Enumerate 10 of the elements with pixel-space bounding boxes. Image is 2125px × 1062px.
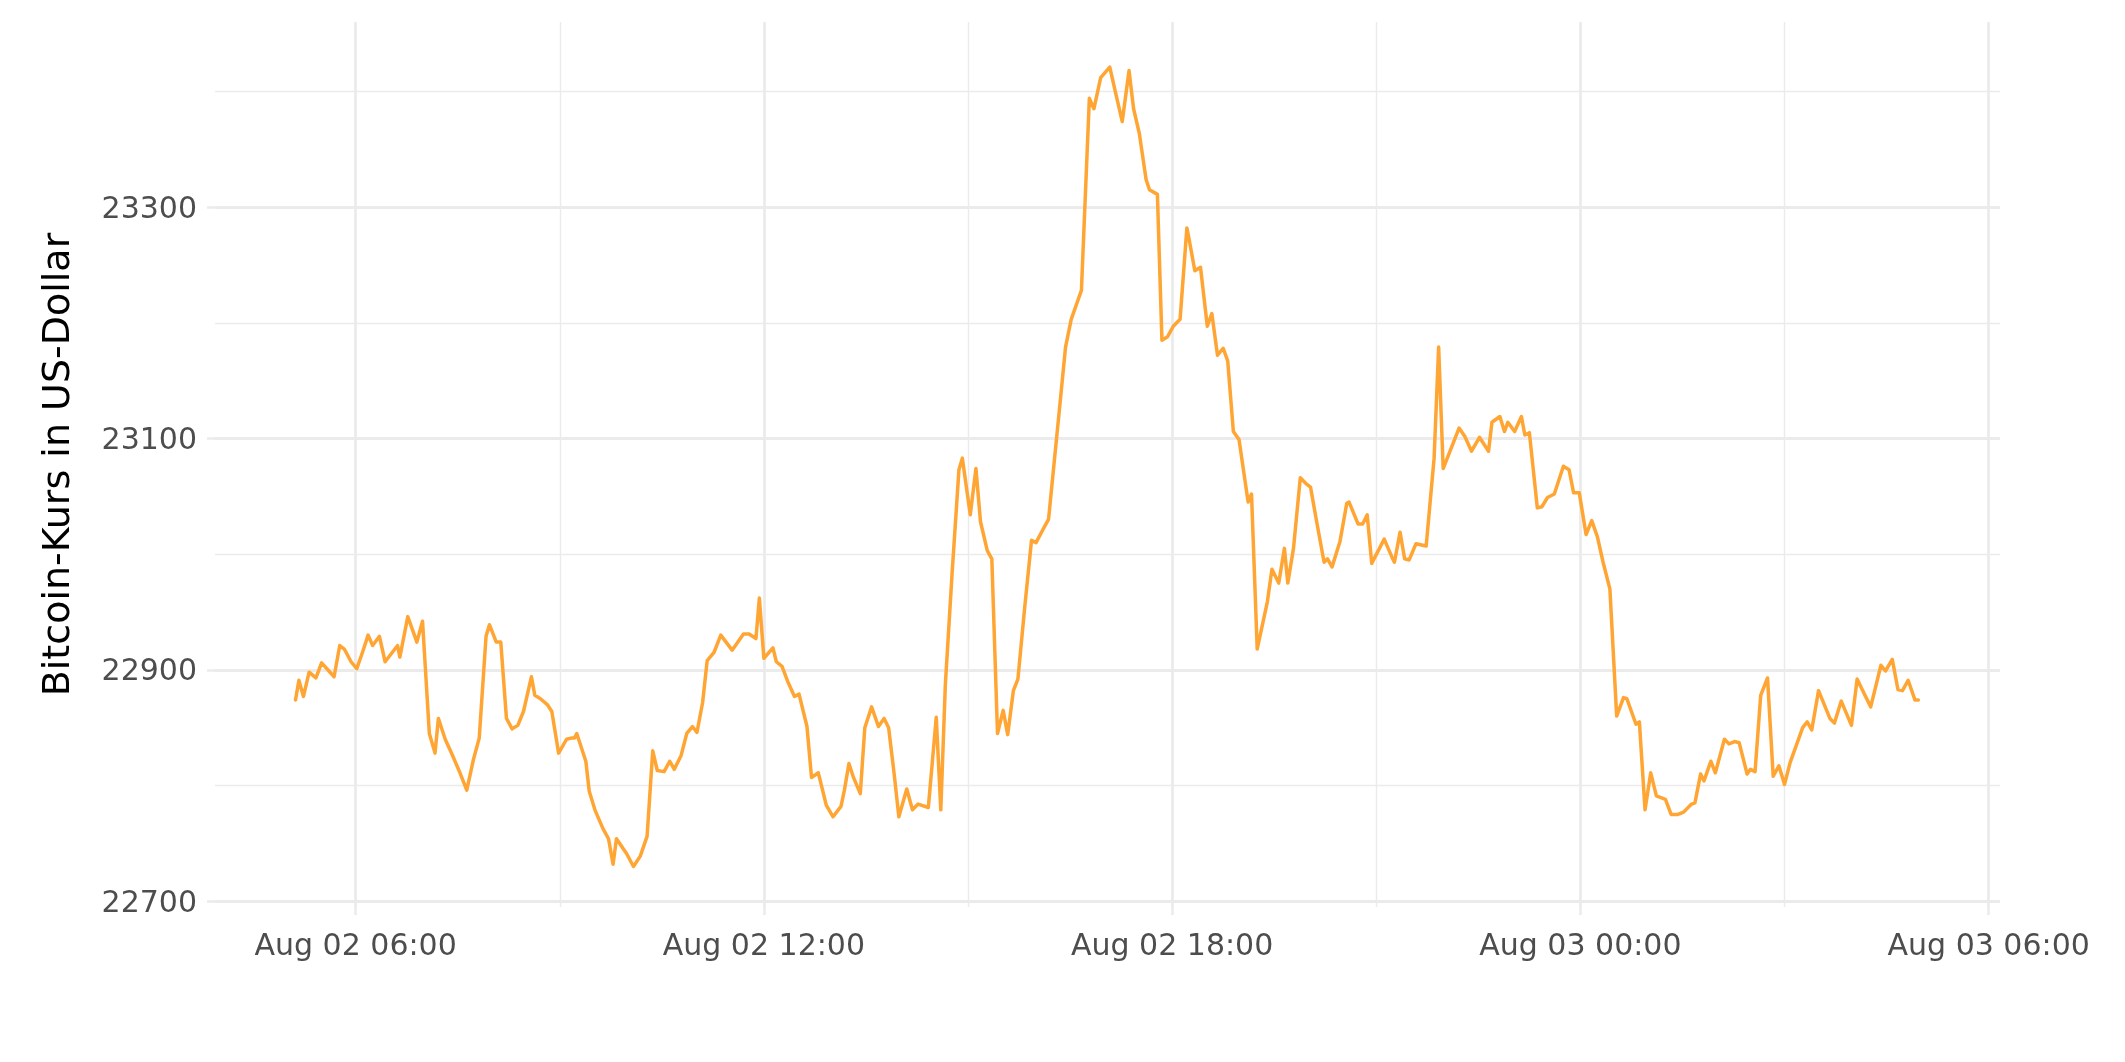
x-tick-label: Aug 02 06:00 <box>254 926 457 962</box>
x-tick-label: Aug 03 06:00 <box>1887 926 2090 962</box>
y-tick-label: 22900 <box>101 652 197 688</box>
y-tick-label: 22700 <box>101 883 197 919</box>
y-tick-label: 23100 <box>101 420 197 456</box>
y-tick-label: 23300 <box>101 189 197 225</box>
x-tick-label: Aug 02 18:00 <box>1071 926 1274 962</box>
x-tick-label: Aug 02 12:00 <box>662 926 866 962</box>
y-axis-title: Bitcoin-Kurs in US-Dollar <box>34 232 78 697</box>
x-tick-label: Aug 03 00:00 <box>1479 926 1682 962</box>
